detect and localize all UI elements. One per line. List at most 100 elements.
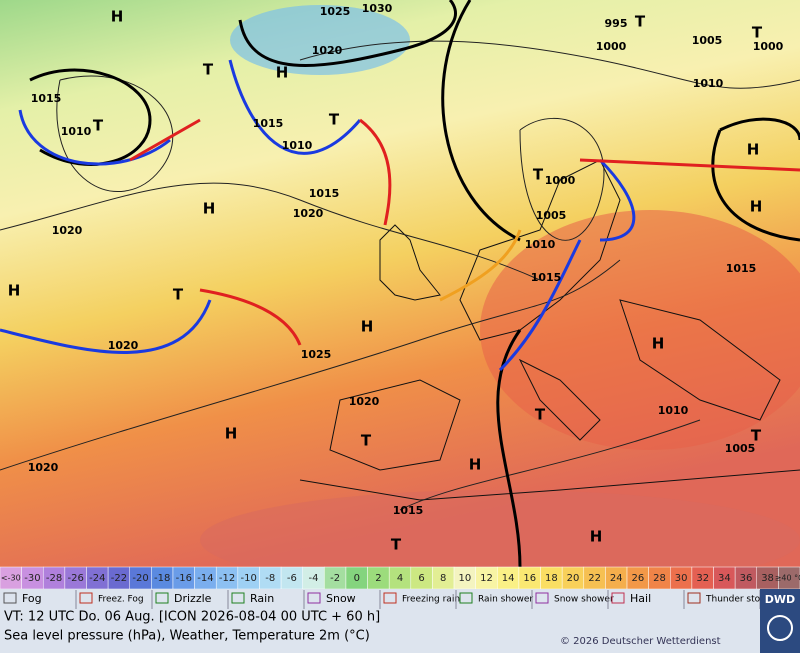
scale-label: -16 bbox=[176, 573, 192, 584]
scale-label: 6 bbox=[418, 573, 424, 584]
scale-label: 10 bbox=[458, 573, 471, 584]
scale-label: 8 bbox=[440, 573, 446, 584]
pressure-center: T bbox=[93, 117, 104, 135]
pressure-label: 1015 bbox=[31, 92, 62, 105]
scale-label: 32 bbox=[696, 573, 709, 584]
scale-label: 14 bbox=[502, 573, 515, 584]
warm-area bbox=[200, 490, 800, 590]
scale-label: 16 bbox=[523, 573, 536, 584]
scale-label: -4 bbox=[309, 573, 319, 584]
pressure-label: 1000 bbox=[545, 174, 576, 187]
pressure-center: H bbox=[469, 456, 482, 474]
coastlines bbox=[299, 159, 800, 501]
scale-label: 22 bbox=[588, 573, 601, 584]
pressure-label: 1015 bbox=[531, 271, 562, 284]
scale-label: 30 bbox=[675, 573, 688, 584]
legend-item: Hail bbox=[630, 592, 651, 605]
pressure-label: 1020 bbox=[28, 461, 59, 474]
scale-label: 0 bbox=[354, 573, 360, 584]
pressure-center: H bbox=[8, 282, 21, 300]
pressure-label: 1010 bbox=[282, 139, 313, 152]
pressure-center: T bbox=[173, 286, 184, 304]
pressure-label: 1025 bbox=[301, 348, 332, 361]
legend-icon bbox=[687, 592, 701, 604]
pressure-center: T bbox=[635, 13, 646, 31]
legend-icon bbox=[383, 592, 397, 604]
legend-item: Freez. Fog bbox=[98, 595, 144, 605]
fronts bbox=[0, 59, 800, 372]
pressure-center: H bbox=[361, 318, 374, 336]
pressure-label: 1000 bbox=[753, 40, 784, 53]
scale-label: -28 bbox=[46, 573, 62, 584]
pressure-label: 1015 bbox=[253, 117, 284, 130]
pressure-center: H bbox=[111, 8, 124, 26]
scale-label: 34 bbox=[718, 573, 731, 584]
copyright: © 2026 Deutscher Wetterdienst bbox=[560, 636, 721, 647]
scale-label: ≥40 °C bbox=[775, 574, 800, 583]
pressure-label: 1025 bbox=[320, 5, 351, 18]
pressure-label: 1000 bbox=[596, 40, 627, 53]
legend-icon bbox=[307, 592, 321, 604]
scale-label: -6 bbox=[287, 573, 297, 584]
pressure-label: 1005 bbox=[725, 442, 756, 455]
scale-label: -24 bbox=[89, 573, 105, 584]
pressure-label: 1005 bbox=[692, 34, 723, 47]
legend-icon bbox=[3, 592, 17, 604]
pressure-center: T bbox=[361, 432, 372, 450]
scale-label: -10 bbox=[240, 573, 256, 584]
pressure-center: H bbox=[225, 425, 238, 443]
scale-label: 24 bbox=[610, 573, 623, 584]
isobars bbox=[0, 40, 800, 511]
legend-item: Rain shower bbox=[478, 595, 533, 605]
legend-item: Freezing rain bbox=[402, 595, 460, 605]
scale-label: -20 bbox=[132, 573, 148, 584]
scale-label: 28 bbox=[653, 573, 666, 584]
scale-label: <-30 bbox=[1, 574, 21, 583]
scale-label: 38 bbox=[761, 573, 774, 584]
main-isobars bbox=[29, 0, 800, 568]
scale-label: 2 bbox=[375, 573, 381, 584]
legend-item: Rain bbox=[250, 592, 274, 605]
pressure-center: H bbox=[203, 200, 216, 218]
pressure-center: T bbox=[533, 166, 544, 184]
logo-box bbox=[760, 589, 800, 653]
pressure-label: 1030 bbox=[362, 2, 393, 15]
pressure-center: T bbox=[203, 61, 214, 79]
valid-time: VT: 12 UTC Do. 06 Aug. [ICON 2026-08-04 … bbox=[4, 610, 380, 625]
logo-swirl bbox=[767, 615, 793, 641]
legend-icon bbox=[231, 592, 245, 604]
pressure-label: 1020 bbox=[293, 207, 324, 220]
scale-label: -2 bbox=[330, 573, 340, 584]
pressure-label: 1010 bbox=[525, 238, 556, 251]
pressure-label: 1020 bbox=[52, 224, 83, 237]
scale-label: -22 bbox=[111, 573, 127, 584]
pressure-center: T bbox=[535, 406, 546, 424]
legend-item: Drizzle bbox=[174, 592, 212, 605]
legend-icon bbox=[459, 592, 473, 604]
scale-label: -30 bbox=[24, 573, 40, 584]
pressure-center: T bbox=[329, 111, 340, 129]
scale-label: -14 bbox=[197, 573, 213, 584]
pressure-label: 1015 bbox=[393, 504, 424, 517]
scale-label: -26 bbox=[68, 573, 84, 584]
pressure-center: H bbox=[747, 141, 760, 159]
legend-icon bbox=[79, 592, 93, 604]
scale-label: 36 bbox=[740, 573, 753, 584]
pressure-label: 1015 bbox=[726, 262, 757, 275]
pressure-center: H bbox=[750, 198, 763, 216]
weather-legend: Fog Freez. Fog Drizzle Rain Snow Freezing rai… bbox=[3, 590, 772, 609]
scale-label: 18 bbox=[545, 573, 558, 584]
logo: DWD bbox=[765, 593, 795, 606]
scale-label: 12 bbox=[480, 573, 493, 584]
pressure-center: H bbox=[276, 64, 289, 82]
pressure-center: T bbox=[391, 536, 402, 554]
legend-icon bbox=[535, 592, 549, 604]
scale-label: 20 bbox=[567, 573, 580, 584]
pressure-label: 1010 bbox=[658, 404, 689, 417]
scale-label: -12 bbox=[219, 573, 235, 584]
scale-label: 4 bbox=[397, 573, 403, 584]
footer-background bbox=[0, 589, 800, 653]
pressure-label: 995 bbox=[605, 17, 628, 30]
